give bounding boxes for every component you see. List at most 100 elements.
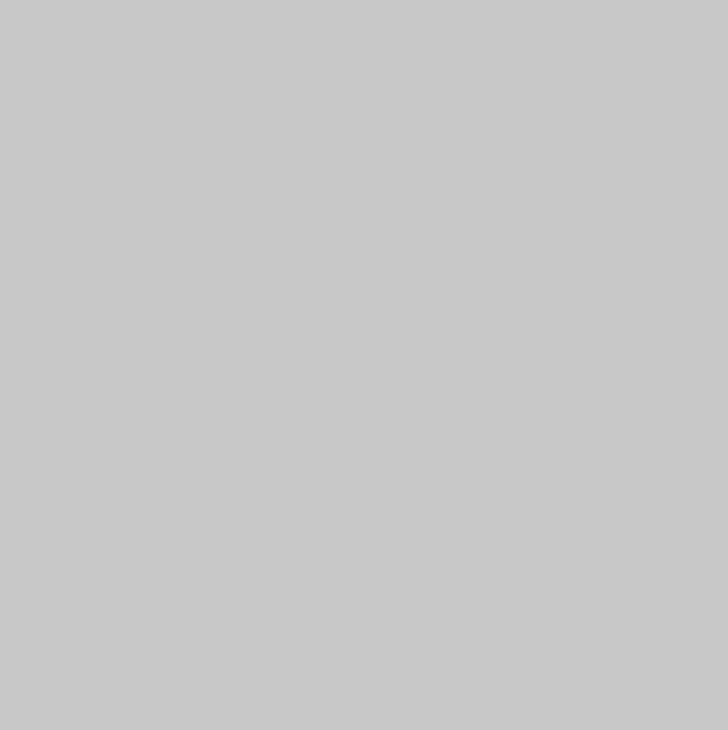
Bar: [590, 441, 652, 461]
Bar: [372, 585, 435, 606]
Bar: [435, 523, 510, 544]
Text: 2,4: 2,4: [569, 220, 586, 230]
Bar: [435, 626, 510, 647]
Text: NRK2: NRK2: [98, 220, 128, 230]
Bar: [510, 358, 590, 380]
Bar: [590, 564, 652, 585]
Bar: [309, 503, 372, 523]
Bar: [590, 215, 652, 235]
Bar: [435, 461, 510, 483]
Bar: [309, 358, 372, 380]
Text: 0,6: 0,6: [569, 508, 586, 518]
Text: 1,0: 1,0: [569, 446, 586, 456]
Bar: [94, 380, 234, 400]
Bar: [309, 441, 372, 461]
Text: 2,5: 2,5: [569, 385, 586, 394]
Text: 1,4: 1,4: [414, 426, 431, 436]
Bar: [372, 318, 435, 338]
Bar: [590, 606, 652, 626]
Bar: [94, 235, 234, 255]
Bar: [309, 626, 372, 647]
Bar: [372, 380, 435, 400]
Text: 18,4: 18,4: [483, 158, 507, 168]
Bar: [435, 255, 510, 277]
Bar: [234, 153, 309, 174]
Bar: [234, 544, 309, 564]
Bar: [510, 585, 590, 606]
Text: MAX: MAX: [98, 282, 123, 291]
Text: 0,1: 0,1: [414, 611, 431, 621]
Bar: [234, 235, 309, 255]
Bar: [372, 420, 435, 441]
Bar: [94, 358, 234, 380]
Text: 0,5: 0,5: [631, 570, 649, 580]
Bar: [234, 255, 309, 277]
Text: 5,6: 5,6: [569, 631, 586, 642]
Text: 0,8: 0,8: [288, 549, 305, 559]
Bar: [309, 400, 372, 420]
Text: 2,0: 2,0: [631, 364, 649, 374]
Text: 2,2: 2,2: [489, 426, 507, 436]
Text: 1,1: 1,1: [569, 467, 586, 477]
Bar: [309, 461, 372, 483]
Bar: [234, 194, 309, 215]
Text: Discovery: Discovery: [98, 446, 152, 456]
Text: 40,3: 40,3: [406, 158, 431, 168]
Bar: [94, 318, 234, 338]
Bar: [372, 564, 435, 585]
Bar: [94, 441, 234, 461]
Bar: [234, 503, 309, 523]
Bar: [510, 544, 590, 564]
Bar: [435, 358, 510, 380]
Text: 0,3: 0,3: [569, 591, 586, 600]
Text: 5,1: 5,1: [288, 220, 305, 230]
Bar: [94, 564, 234, 585]
Text: 1,1: 1,1: [631, 529, 649, 539]
Text: 0,2: 0,2: [288, 591, 305, 600]
Text: 0,1: 0,1: [631, 611, 649, 621]
Text: Disney Channel: Disney Channel: [98, 611, 183, 621]
Bar: [94, 544, 234, 564]
Text: Øvrige: Øvrige: [98, 631, 135, 642]
Bar: [435, 235, 510, 255]
Text: 6,0: 6,0: [288, 631, 305, 642]
Bar: [94, 400, 234, 420]
Text: 0,5: 0,5: [631, 549, 649, 559]
Text: 1,6: 1,6: [414, 385, 431, 394]
Bar: [372, 174, 435, 194]
Bar: [372, 483, 435, 503]
Text: 2,1: 2,1: [631, 220, 649, 230]
Bar: [309, 483, 372, 503]
Bar: [94, 215, 234, 235]
Bar: [309, 585, 372, 606]
Text: 0,9: 0,9: [414, 467, 431, 477]
Bar: [372, 503, 435, 523]
Text: 0,2: 0,2: [288, 611, 305, 621]
Bar: [372, 194, 435, 215]
Bar: [372, 215, 435, 235]
Bar: [510, 235, 590, 255]
Text: 7,1: 7,1: [489, 631, 507, 642]
Bar: [435, 215, 510, 235]
Bar: [435, 606, 510, 626]
Text: 25,3: 25,3: [625, 158, 649, 168]
Text: BBC Brit: BBC Brit: [98, 529, 143, 539]
Text: 1,1: 1,1: [489, 508, 507, 518]
Bar: [590, 277, 652, 297]
Bar: [234, 277, 309, 297]
Bar: [234, 338, 309, 358]
Text: 0,4: 0,4: [414, 549, 431, 559]
Text: 31,2: 31,2: [281, 158, 305, 168]
Bar: [435, 194, 510, 215]
Text: Nickelodeon: Nickelodeon: [98, 591, 165, 600]
Text: 2,2: 2,2: [414, 323, 431, 333]
Bar: [510, 318, 590, 338]
Text: 15,3: 15,3: [562, 179, 586, 188]
Text: 2,0: 2,0: [569, 426, 586, 436]
Bar: [590, 544, 652, 564]
Bar: [94, 420, 234, 441]
Text: 2,5: 2,5: [569, 343, 586, 353]
Bar: [309, 134, 372, 153]
Bar: [234, 93, 652, 116]
Bar: [94, 503, 234, 523]
